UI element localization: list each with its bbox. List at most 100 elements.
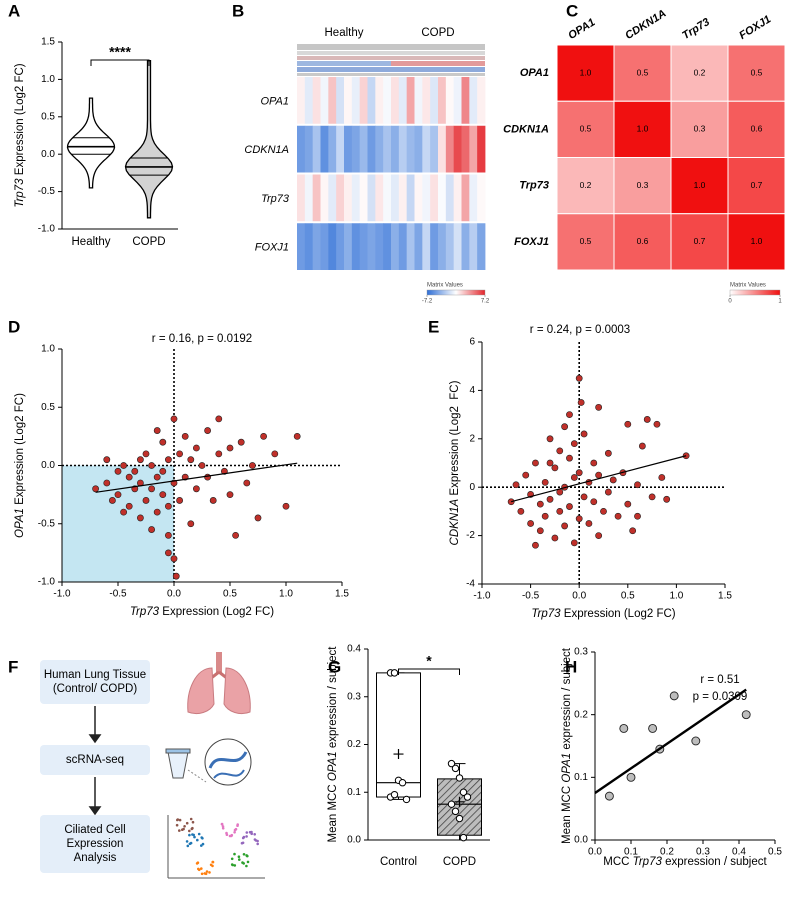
heat-cell xyxy=(430,77,439,124)
heat-cell xyxy=(445,223,455,270)
step-box xyxy=(40,745,150,775)
heat-cell xyxy=(359,174,368,222)
column-label: FOXJ1 xyxy=(737,13,773,42)
step-text: Ciliated Cell xyxy=(64,824,125,836)
corr-cell xyxy=(727,100,786,158)
x-tick-label: -0.5 xyxy=(109,589,127,600)
point xyxy=(527,520,534,527)
point xyxy=(590,459,598,467)
annotation: p = 0.0309 xyxy=(693,691,748,703)
cell-label: 0.6 xyxy=(637,236,649,246)
heat-cell xyxy=(477,77,486,124)
umap-dot xyxy=(201,837,204,840)
group-label: COPD xyxy=(421,27,454,39)
heat-cell xyxy=(375,174,384,222)
label-part: OPA1 xyxy=(561,753,573,783)
x-tick-label: Control xyxy=(380,856,417,868)
flow-arrows xyxy=(88,706,102,816)
y-tick-label: 1.5 xyxy=(41,37,55,48)
row-label: FOXJ1 xyxy=(514,236,549,248)
colorbar xyxy=(729,289,781,296)
axis-label: Trp73 Expression (Log2 FC) xyxy=(14,63,26,207)
umap-dot xyxy=(191,833,194,836)
point xyxy=(619,724,629,733)
label-part: Trp73 xyxy=(633,856,663,868)
point xyxy=(570,474,578,481)
label-part: OPA1 xyxy=(327,751,339,781)
umap-dot xyxy=(221,827,225,830)
lungs-icon xyxy=(187,652,251,715)
point xyxy=(629,527,637,535)
umap-dot xyxy=(193,835,196,839)
point xyxy=(398,779,407,787)
point xyxy=(125,473,133,481)
point xyxy=(103,479,111,487)
mean-marker xyxy=(393,749,404,760)
label-part: expression / subject xyxy=(662,856,768,868)
point xyxy=(176,450,183,458)
y-tick-label: 4 xyxy=(469,385,475,396)
point xyxy=(546,495,554,503)
point xyxy=(541,478,549,486)
label-part: Mean MCC xyxy=(327,781,339,842)
heat-cell xyxy=(320,174,329,222)
umap-dot xyxy=(188,829,191,833)
heat-cell xyxy=(391,223,400,270)
umap-dot xyxy=(245,831,249,834)
label-part: expression / subject xyxy=(561,647,573,753)
heat-cell xyxy=(414,125,423,173)
x-tick-label: 1.0 xyxy=(669,591,683,602)
umap-dot xyxy=(178,829,181,832)
significance: **** xyxy=(109,44,131,60)
column-label: CDKN1A xyxy=(623,8,668,42)
heat-cell xyxy=(414,223,423,270)
x-tick-label: 0.4 xyxy=(732,847,746,858)
point xyxy=(254,514,262,522)
row-label: OPA1 xyxy=(520,67,549,79)
umap-dot xyxy=(189,817,193,821)
heat-cell xyxy=(344,174,353,222)
point xyxy=(580,493,588,501)
cell-label: 0.7 xyxy=(751,180,763,190)
umap-dot xyxy=(191,826,194,830)
umap-dot xyxy=(256,842,260,846)
heat-cell xyxy=(406,174,415,222)
heat-cell xyxy=(477,174,486,222)
point xyxy=(153,508,161,516)
point xyxy=(109,497,116,504)
umap-dot xyxy=(233,864,237,867)
row-label: OPA1 xyxy=(260,95,289,107)
violin xyxy=(66,97,116,189)
point xyxy=(271,450,279,458)
point xyxy=(451,764,460,773)
row-label: Trp73 xyxy=(261,193,290,205)
point xyxy=(604,791,614,801)
umap-dot xyxy=(236,823,239,826)
label-part: Mean MCC xyxy=(561,783,573,844)
y-tick-label: 0.0 xyxy=(41,460,55,471)
label-part: Expression (Log2 FC) xyxy=(159,606,274,618)
point xyxy=(566,454,573,462)
y-tick-label: 0.2 xyxy=(574,709,588,720)
point xyxy=(626,772,636,782)
point xyxy=(614,512,622,520)
heat-cell xyxy=(438,77,447,124)
point xyxy=(624,500,632,508)
point xyxy=(634,512,641,520)
chart-title: r = 0.24, p = 0.0003 xyxy=(530,324,630,336)
heat-cell xyxy=(398,223,408,270)
umap-dot xyxy=(178,818,182,822)
point xyxy=(532,459,539,467)
y-tick-label: -1.0 xyxy=(38,224,56,235)
heat-cell xyxy=(398,125,408,173)
umap-dot xyxy=(245,864,248,868)
point xyxy=(600,507,607,515)
heat-cell xyxy=(398,174,408,222)
heat-cell xyxy=(422,77,431,124)
umap-dot xyxy=(205,870,209,873)
point xyxy=(638,442,646,450)
x-tick-label: COPD xyxy=(443,856,476,868)
label-part: MCC xyxy=(603,856,632,868)
